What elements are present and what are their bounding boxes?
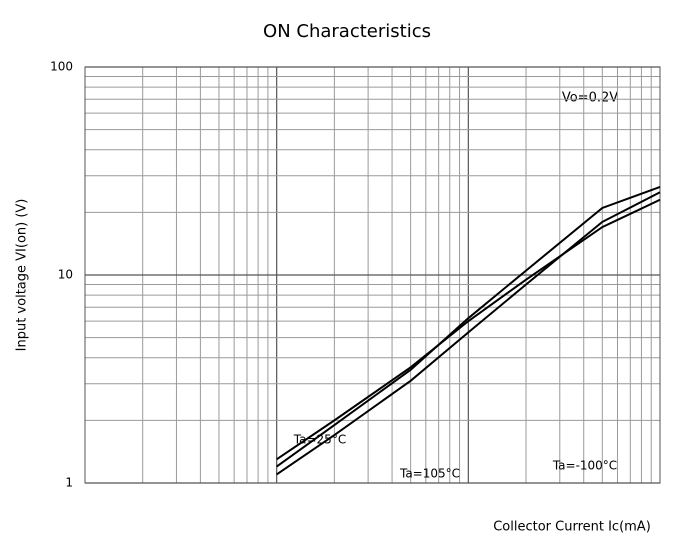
y-tick-label: 100 [50, 60, 73, 74]
annotation: Vo=0.2V [562, 91, 618, 106]
x-axis-label: Collector Current Ic(mA) [493, 520, 651, 535]
series-label: Ta=105°C [399, 467, 460, 481]
y-tick-label: 10 [58, 268, 73, 282]
line-series [276, 198, 661, 461]
y-axis-label: Input voltage VI(on) (V) [15, 199, 30, 352]
line-series [276, 191, 661, 476]
line-series [276, 186, 661, 468]
y-tick-label: 1 [65, 476, 73, 490]
chart-title: ON Characteristics [263, 21, 431, 42]
series-label: Ta=-100°C [552, 459, 617, 473]
